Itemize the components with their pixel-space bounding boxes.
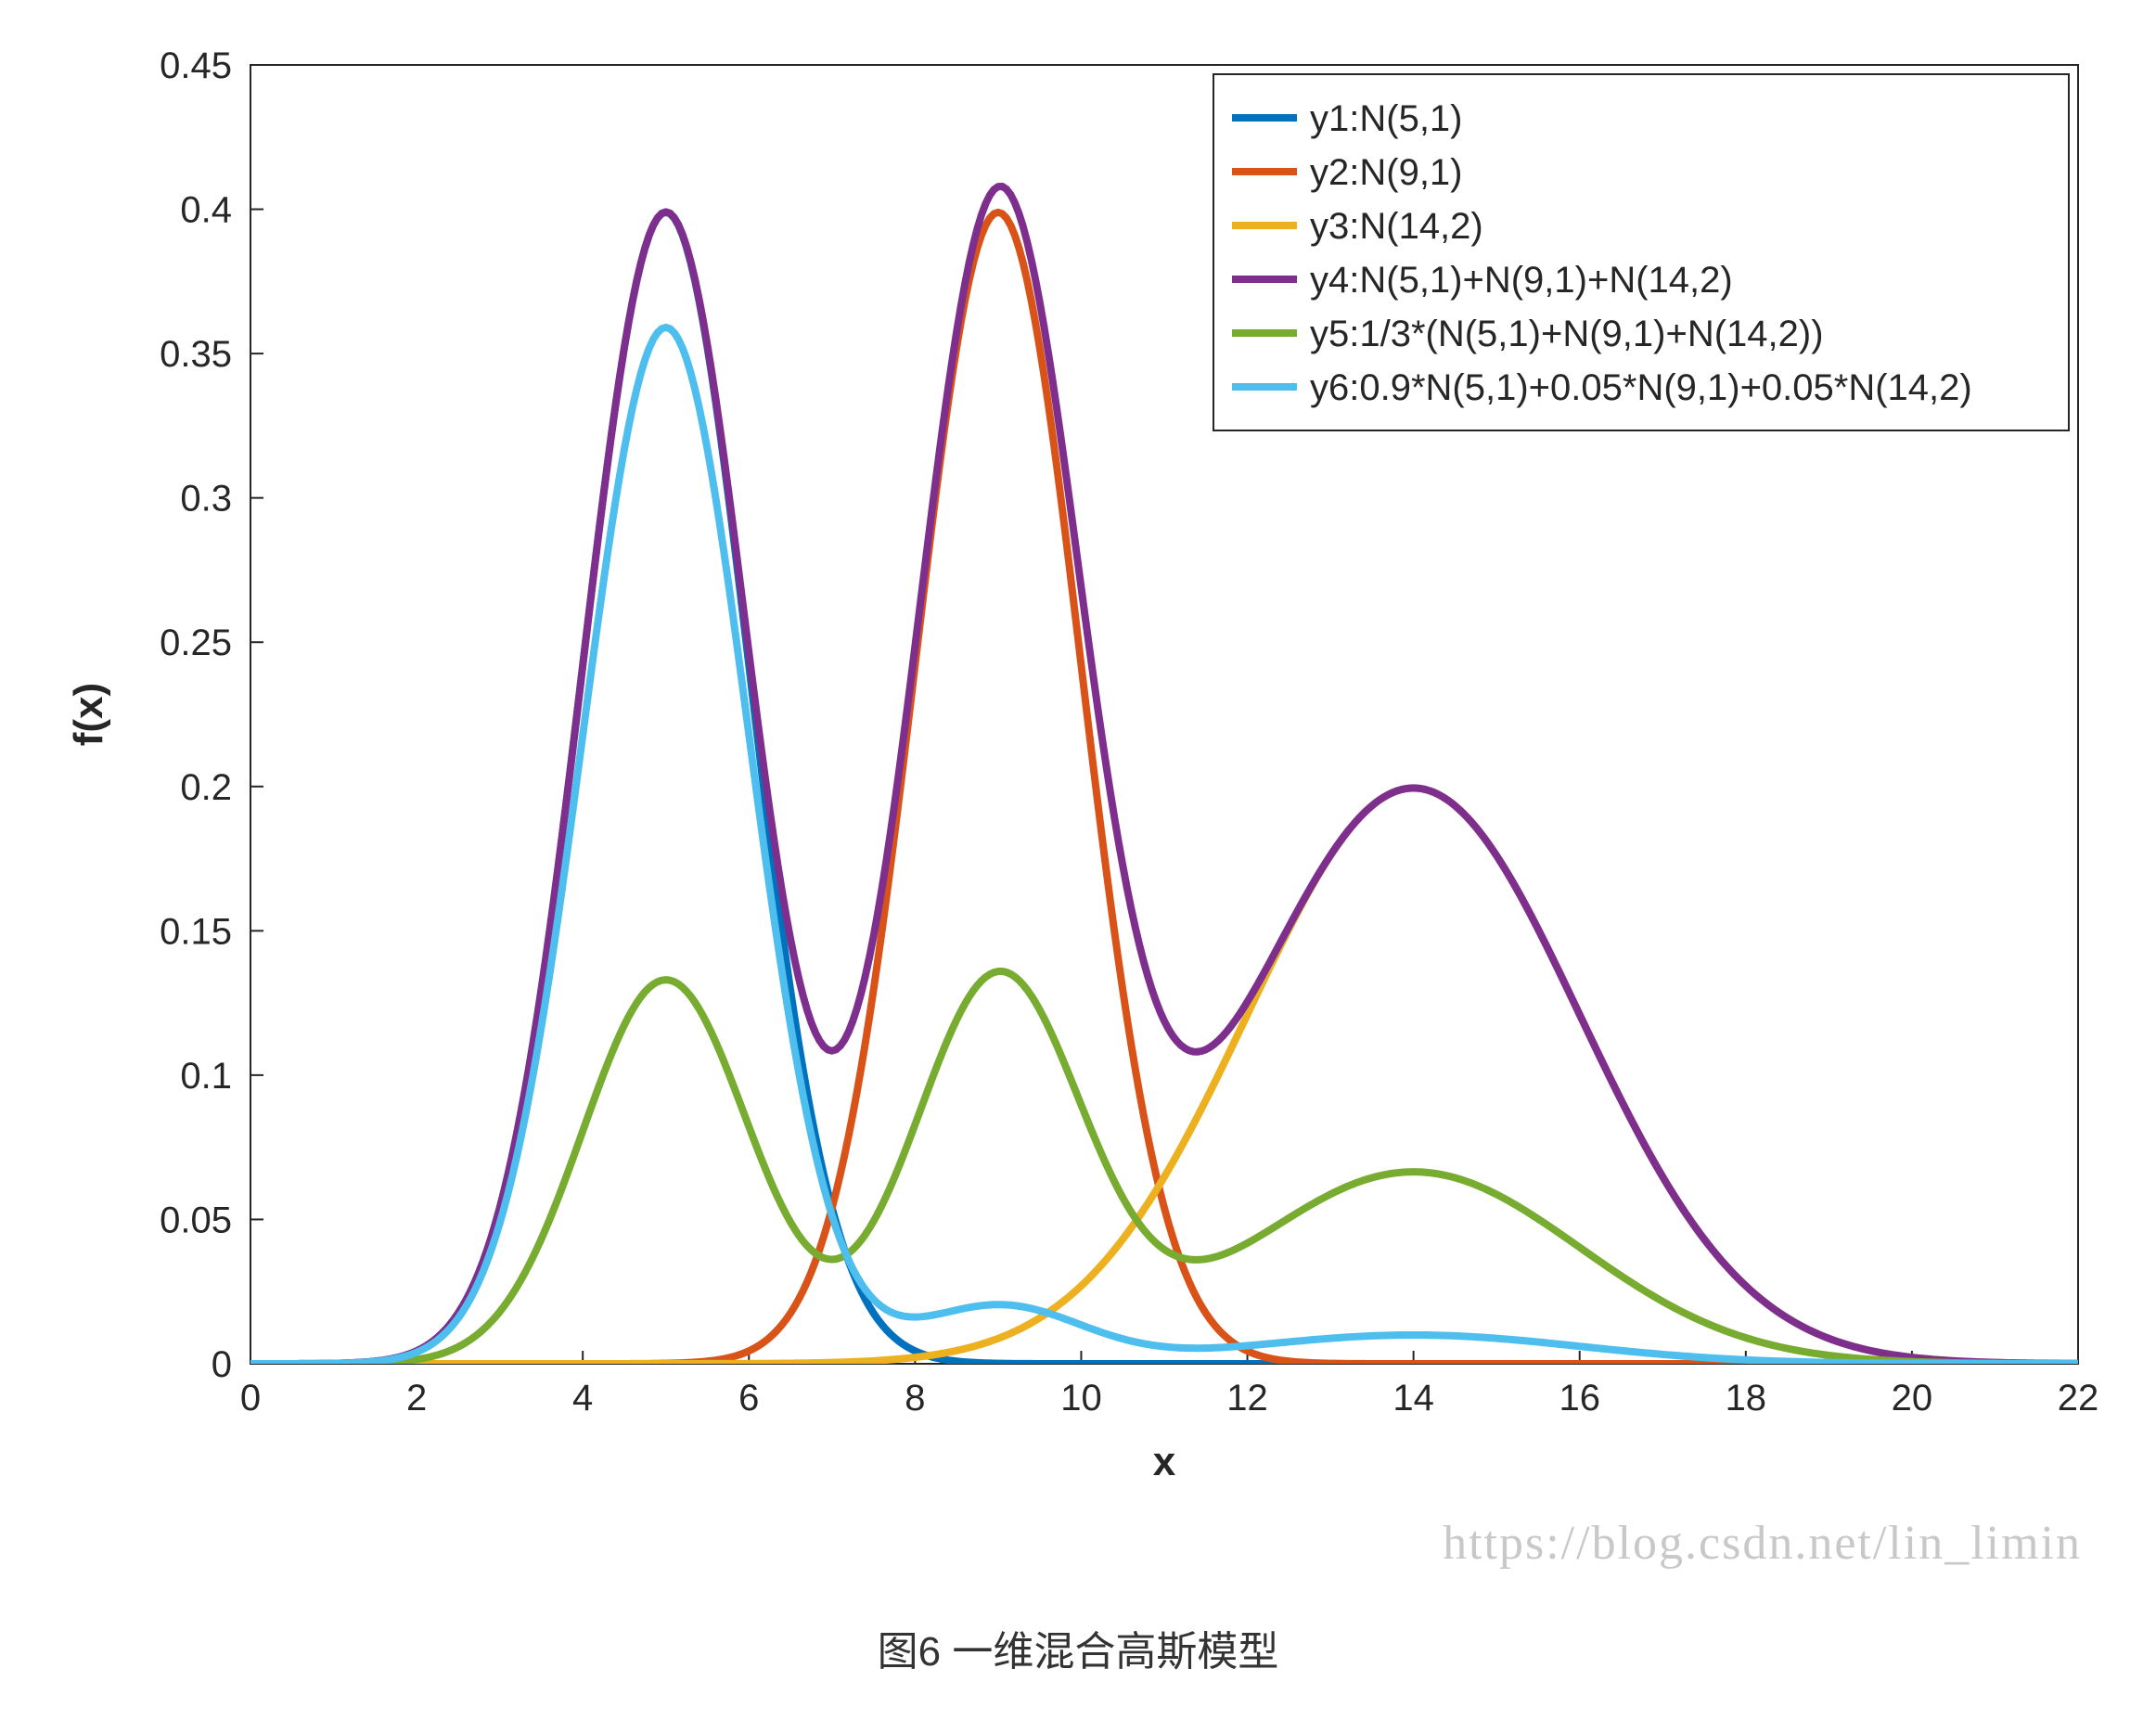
y-tick-label: 0.4 bbox=[180, 190, 232, 231]
legend-label: y5:1/3*(N(5,1)+N(9,1)+N(14,2)) bbox=[1310, 314, 1824, 354]
y-tick-label: 0 bbox=[212, 1344, 232, 1385]
x-tick-label: 20 bbox=[1892, 1378, 1933, 1418]
y-tick-label: 0.45 bbox=[160, 45, 232, 86]
y-tick-label: 0.35 bbox=[160, 334, 232, 375]
y-axis-label: f(x) bbox=[66, 683, 111, 746]
legend-label: y4:N(5,1)+N(9,1)+N(14,2) bbox=[1310, 260, 1733, 301]
y-tick-label: 0.2 bbox=[180, 767, 232, 808]
gaussian-mixture-chart: 0 2 4 6 8 10 12 14 16 18 20 22 0 0.05 0.1 0.15 0.2 0.25 0.… bbox=[37, 28, 2119, 1531]
x-tick-label: 10 bbox=[1060, 1378, 1102, 1418]
legend-label: y2:N(9,1) bbox=[1310, 152, 1463, 193]
figure-caption: 图6 一维混合高斯模型 bbox=[0, 1618, 2156, 1677]
y-tick-label: 0.05 bbox=[160, 1200, 232, 1240]
x-axis-label: x bbox=[1153, 1439, 1176, 1484]
x-tick-label: 18 bbox=[1726, 1378, 1767, 1418]
chart-container: 0 2 4 6 8 10 12 14 16 18 20 22 0 0.05 0.1 0.15 0.2 0.25 0.… bbox=[37, 28, 2119, 1531]
legend-label: y3:N(14,2) bbox=[1310, 206, 1483, 247]
legend-label: y6:0.9*N(5,1)+0.05*N(9,1)+0.05*N(14,2) bbox=[1310, 367, 1972, 408]
legend-label: y1:N(5,1) bbox=[1310, 98, 1463, 139]
y-tick-label: 0.25 bbox=[160, 623, 232, 663]
x-tick-label: 6 bbox=[738, 1378, 759, 1418]
x-tick-label: 4 bbox=[572, 1378, 593, 1418]
x-tick-label: 14 bbox=[1392, 1378, 1434, 1418]
y-tick-label: 0.1 bbox=[180, 1056, 232, 1097]
x-tick-label: 22 bbox=[2058, 1378, 2099, 1418]
y-tick-label: 0.15 bbox=[160, 911, 232, 952]
x-tick-label: 2 bbox=[406, 1378, 427, 1418]
legend: y1:N(5,1) y2:N(9,1) y3:N(14,2) y4:N(5,1)+N(… bbox=[1213, 74, 2069, 430]
y-tick-label: 0.3 bbox=[180, 479, 232, 520]
page: 0 2 4 6 8 10 12 14 16 18 20 22 0 0.05 0.1 0.15 0.2 0.25 0.… bbox=[0, 0, 2156, 1733]
x-tick-label: 16 bbox=[1559, 1378, 1600, 1418]
x-tick-label: 12 bbox=[1226, 1378, 1268, 1418]
x-tick-label: 0 bbox=[240, 1378, 261, 1418]
x-tick-label: 8 bbox=[905, 1378, 925, 1418]
